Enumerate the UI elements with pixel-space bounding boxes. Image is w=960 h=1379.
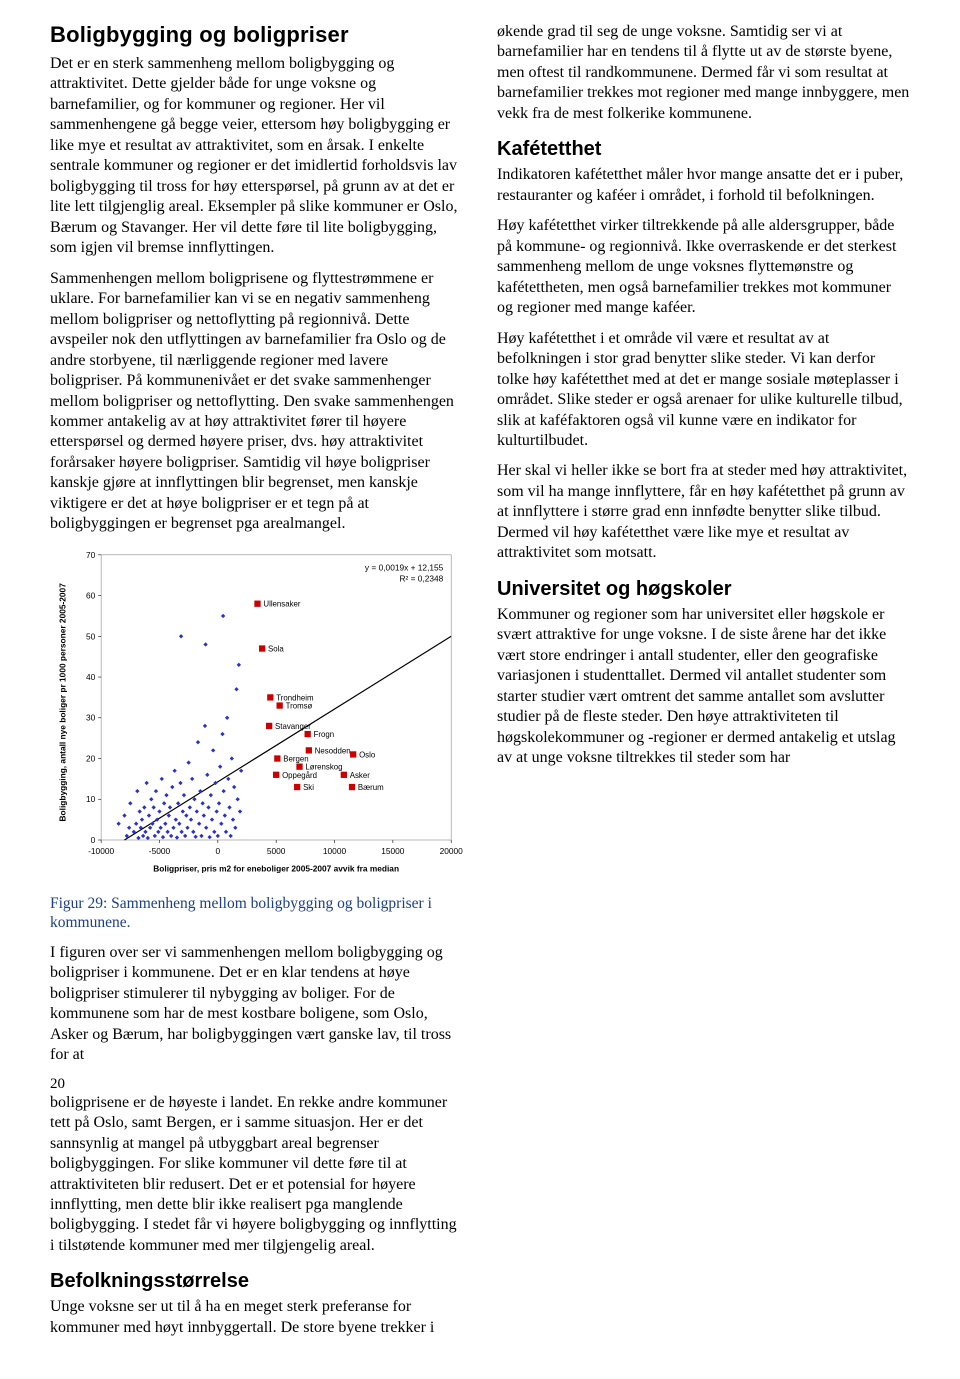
figure-caption: Figur 29: Sammenheng mellom boligbygging… [50,894,463,933]
svg-text:R² = 0,2348: R² = 0,2348 [399,573,443,583]
heading-h2: Befolkningsstørrelse [50,1270,463,1293]
svg-text:Oppegård: Oppegård [282,771,317,780]
svg-text:20000: 20000 [440,846,463,856]
page: Boligbygging og boligpriser Det er en st… [0,0,960,1379]
svg-text:0: 0 [91,835,96,845]
svg-text:Frogn: Frogn [314,730,335,739]
svg-text:40: 40 [86,672,96,682]
svg-text:30: 30 [86,713,96,723]
heading-h1: Boligbygging og boligpriser [50,22,463,48]
svg-text:15000: 15000 [381,846,405,856]
svg-text:0: 0 [216,846,221,856]
body-paragraph: Høy kafétetthet virker tiltrekkende på a… [497,216,910,318]
svg-text:Asker: Asker [350,771,370,780]
body-paragraph: Sammenhengen mellom boligprisene og flyt… [50,269,463,535]
body-paragraph: Kommuner og regioner som har universitet… [497,605,910,769]
body-paragraph: Høy kafétetthet i et område vil være et … [497,329,910,452]
svg-text:Stavanger: Stavanger [275,722,311,731]
body-paragraph: I figuren over ser vi sammenhengen mello… [50,943,463,1066]
svg-text:-10000: -10000 [88,846,114,856]
svg-text:Sola: Sola [268,644,284,653]
page-number: 20 [50,1076,463,1093]
svg-text:60: 60 [86,590,96,600]
svg-text:Bærum: Bærum [358,783,384,792]
svg-text:Ullensaker: Ullensaker [263,599,301,608]
svg-text:5000: 5000 [267,846,286,856]
svg-text:Boligpriser, pris m2 for enebo: Boligpriser, pris m2 for eneboliger 2005… [153,863,399,873]
body-paragraph: Indikatoren kafétetthet måler hvor mange… [497,165,910,206]
scatter-chart: 0 10 20 30 40 50 60 70 -10000 -5000 0 5000 10000 150… [50,545,463,884]
svg-text:50: 50 [86,631,96,641]
svg-text:10000: 10000 [323,846,347,856]
svg-text:20: 20 [86,753,96,763]
svg-text:10: 10 [86,794,96,804]
svg-text:Tromsø: Tromsø [286,701,313,710]
heading-h2: Kafétetthet [497,138,910,161]
svg-text:y = 0,0019x + 12,155: y = 0,0019x + 12,155 [365,562,444,572]
body-paragraph: boligprisene er de høyeste i landet. En … [50,1093,463,1257]
svg-text:Nesodden: Nesodden [315,746,351,755]
svg-text:Oslo: Oslo [359,750,376,759]
body-paragraph: Det er en sterk sammenheng mellom boligb… [50,54,463,259]
body-paragraph: Her skal vi heller ikke se bort fra at s… [497,461,910,563]
svg-text:Boligbygging, antall nye bolig: Boligbygging, antall nye boliger pr 1000… [58,583,68,822]
svg-text:70: 70 [86,550,96,560]
svg-text:-5000: -5000 [149,846,171,856]
svg-text:Ski: Ski [303,783,314,792]
heading-h2: Universitet og høgskoler [497,578,910,601]
